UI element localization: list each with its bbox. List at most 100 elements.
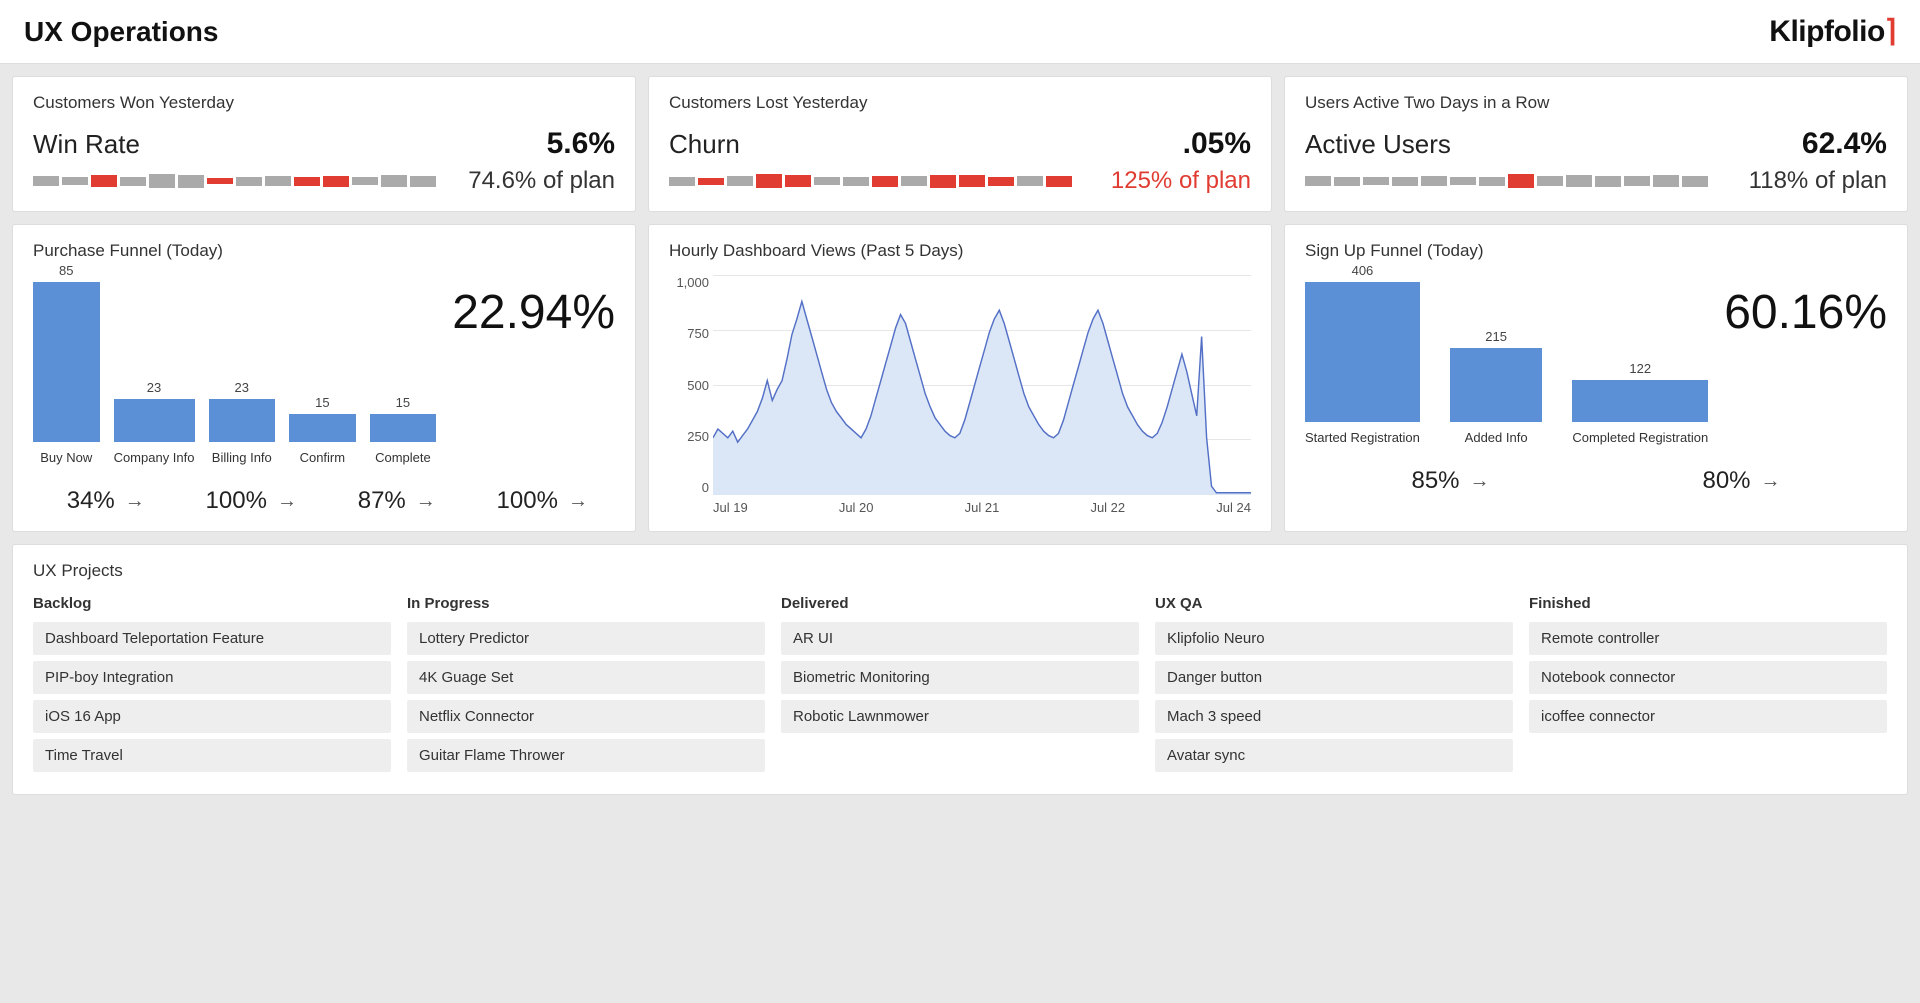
conversion-rate: 85% → [1305,467,1596,495]
project-item[interactable]: Robotic Lawnmower [781,700,1139,733]
metric-label: Active Users [1305,129,1451,160]
metric-value: .05% [1183,127,1251,161]
bar-rect [1305,282,1420,422]
conversion-rate: 80% → [1596,467,1887,495]
y-tick: 0 [669,480,709,495]
x-tick: Jul 19 [713,500,748,515]
project-item[interactable]: Danger button [1155,661,1513,694]
project-item[interactable]: Time Travel [33,739,391,772]
bar-rect [114,399,195,442]
page-title: UX Operations [24,16,218,48]
spark-bar [959,175,985,187]
conversion-rate: 34% → [33,487,179,515]
spark-bar [1392,177,1418,186]
funnel-bar: 23 Company Info [114,380,195,465]
funnel-bar: 406 Started Registration [1305,263,1420,445]
bar-rect [289,414,356,442]
spark-bar [1046,176,1072,187]
spark-bar [1653,175,1679,187]
spark-bar [669,177,695,186]
brand-logo: Klipfolio⌉ [1769,14,1896,49]
projects-columns: Backlog Dashboard Teleportation FeatureP… [33,595,1887,778]
page-header: UX Operations Klipfolio⌉ [0,0,1920,64]
spark-bar [727,176,753,186]
card-title: Hourly Dashboard Views (Past 5 Days) [669,241,1251,261]
arrow-right-icon: → [125,490,145,513]
purchase-funnel-conversions: 34% →100% →87% →100% → [33,487,615,515]
spark-bar [698,178,724,185]
spark-bar [1595,176,1621,187]
card-title: Customers Lost Yesterday [669,93,1251,113]
card-title: Purchase Funnel (Today) [33,241,615,261]
project-item[interactable]: Klipfolio Neuro [1155,622,1513,655]
funnel-bar: 85 Buy Now [33,263,100,465]
bar-rect [33,282,100,442]
signup-funnel-bars: 406 Started Registration 215 Added Info … [1305,285,1708,445]
project-item[interactable]: iOS 16 App [33,700,391,733]
project-item[interactable]: icoffee connector [1529,700,1887,733]
project-item[interactable]: PIP-boy Integration [33,661,391,694]
hourly-views-card[interactable]: Hourly Dashboard Views (Past 5 Days) 1,0… [648,224,1272,532]
project-item[interactable]: Remote controller [1529,622,1887,655]
bar-value: 15 [315,395,329,410]
kpi-card-win-rate[interactable]: Customers Won Yesterday Win Rate 5.6% 74… [12,76,636,212]
spark-bar [381,175,407,187]
project-item[interactable]: Biometric Monitoring [781,661,1139,694]
spark-bar [1537,176,1563,186]
spark-bar [323,176,349,187]
ux-projects-card[interactable]: UX Projects Backlog Dashboard Teleportat… [12,544,1908,795]
funnel-bar: 122 Completed Registration [1572,361,1708,445]
metric-label: Churn [669,129,740,160]
bar-label: Confirm [300,450,346,465]
sparkline [1305,167,1708,195]
x-tick: Jul 21 [965,500,1000,515]
project-item[interactable]: Notebook connector [1529,661,1887,694]
bar-label: Complete [375,450,431,465]
signup-funnel-conversions: 85% →80% → [1305,467,1887,495]
signup-funnel-card[interactable]: Sign Up Funnel (Today) 406 Started Regis… [1284,224,1908,532]
bar-value: 85 [59,263,73,278]
funnel-bar: 15 Confirm [289,395,356,465]
x-tick: Jul 20 [839,500,874,515]
project-item[interactable]: Lottery Predictor [407,622,765,655]
arrow-right-icon: → [416,490,436,513]
sparkline [669,167,1072,195]
spark-bar [814,177,840,185]
card-title: UX Projects [33,561,1887,581]
spark-bar [410,176,436,187]
project-item[interactable]: 4K Guage Set [407,661,765,694]
bar-rect [1450,348,1542,422]
project-column-title: In Progress [407,595,765,612]
spark-bar [1624,176,1650,186]
arrow-right-icon: → [277,490,297,513]
project-item[interactable]: Mach 3 speed [1155,700,1513,733]
spark-bar [33,176,59,186]
bar-label: Added Info [1465,430,1528,445]
spark-bar [120,177,146,186]
spark-bar [785,175,811,187]
spark-bar [1566,175,1592,187]
kpi-card-active-users[interactable]: Users Active Two Days in a Row Active Us… [1284,76,1908,212]
bar-rect [1572,380,1708,422]
conversion-rate: 100% → [470,487,616,515]
project-item[interactable]: Avatar sync [1155,739,1513,772]
kpi-card-churn[interactable]: Customers Lost Yesterday Churn .05% 125%… [648,76,1272,212]
bar-value: 406 [1352,263,1374,278]
spark-bar [901,176,927,186]
project-item[interactable]: Guitar Flame Thrower [407,739,765,772]
y-tick: 750 [669,326,709,341]
spark-bar [207,178,233,184]
y-axis: 1,0007505002500 [669,275,709,495]
spark-bar [294,177,320,186]
y-tick: 1,000 [669,275,709,290]
purchase-funnel-card[interactable]: Purchase Funnel (Today) 85 Buy Now 23 Co… [12,224,636,532]
dashboard-grid: Customers Won Yesterday Win Rate 5.6% 74… [0,64,1920,807]
spark-bar [178,175,204,188]
project-item[interactable]: Dashboard Teleportation Feature [33,622,391,655]
bar-value: 215 [1485,329,1507,344]
x-tick: Jul 22 [1090,500,1125,515]
project-item[interactable]: Netflix Connector [407,700,765,733]
project-item[interactable]: AR UI [781,622,1139,655]
conversion-rate: 87% → [324,487,470,515]
spark-bar [1363,177,1389,185]
